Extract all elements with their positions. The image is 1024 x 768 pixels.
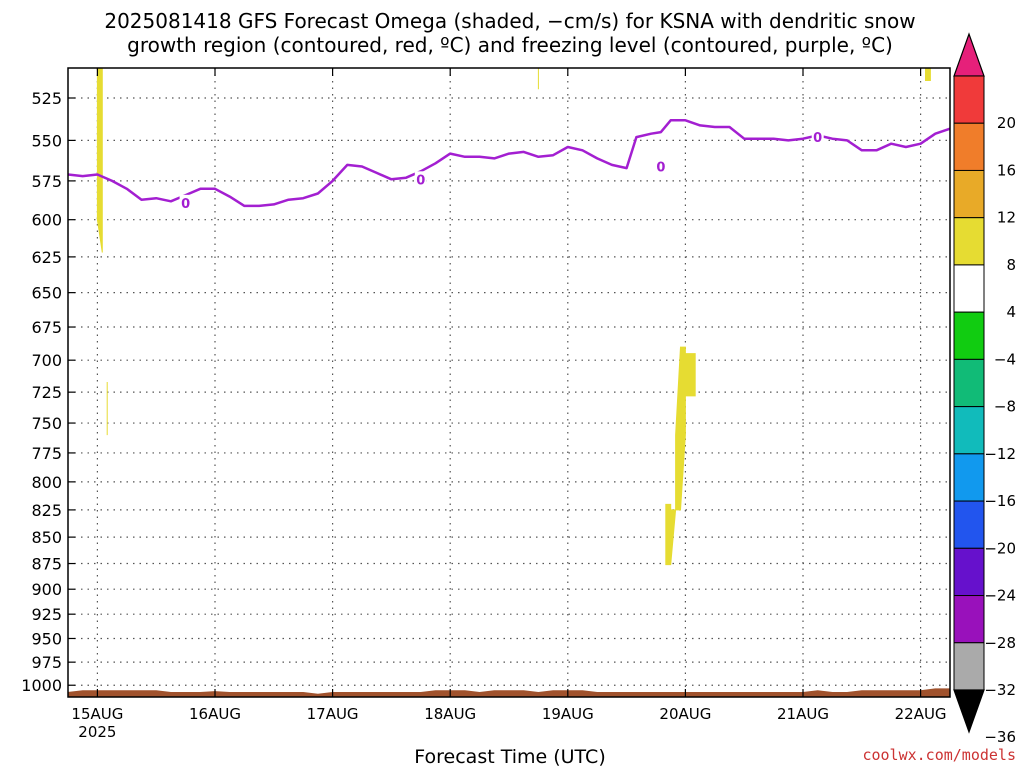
chart-title-line-1: 2025081418 GFS Forecast Omega (shaded, −… bbox=[104, 9, 915, 33]
pressure-axis: 525 550 575 600 625 650 675 700 725 750 775 800 825 8… bbox=[21, 89, 75, 695]
xtick-label-6: 21AUG bbox=[777, 705, 829, 723]
plot-background bbox=[68, 68, 950, 697]
ytick-label-p975: 975 bbox=[31, 653, 62, 672]
ytick-label-p825: 825 bbox=[31, 501, 62, 520]
colorbar-band-1 bbox=[953, 122, 985, 171]
ytick-label-p850: 850 bbox=[31, 528, 62, 547]
colorbar-band-12 bbox=[953, 642, 985, 691]
ytick-label-p900: 900 bbox=[31, 580, 62, 599]
ytick-label-p675: 675 bbox=[31, 318, 62, 337]
freezing-level-contour: 0 0 0 0 bbox=[67, 119, 951, 212]
ytick-label-p800: 800 bbox=[31, 473, 62, 492]
colorbar-over-arrow bbox=[953, 32, 985, 77]
ytick-label-p650: 650 bbox=[31, 284, 62, 303]
freezing-level-label-0: 0 bbox=[181, 197, 190, 212]
freezing-level-line bbox=[67, 119, 951, 208]
colorbar: 20 16 12 8 4 −4 −8 −12 −16 −20 −24 −28 −32 −36 bbox=[953, 32, 1016, 746]
ytick-label-p925: 925 bbox=[31, 605, 62, 624]
ytick-label-p600: 600 bbox=[31, 211, 62, 230]
colorbar-band-4 bbox=[953, 264, 985, 313]
plot-frame bbox=[67, 67, 951, 698]
xtick-label-2: 17AUG bbox=[307, 705, 359, 723]
xtick-sublabel-0: 2025 bbox=[78, 723, 116, 741]
colorbar-band-10 bbox=[953, 547, 985, 597]
ytick-label-p950: 950 bbox=[31, 629, 62, 648]
colorbar-band-3 bbox=[953, 217, 985, 266]
surface-band bbox=[67, 688, 951, 698]
ytick-label-p525: 525 bbox=[31, 89, 62, 108]
xtick-label-1: 16AUG bbox=[189, 705, 241, 723]
colorbar-label-1: 16 bbox=[997, 161, 1016, 179]
colorbar-label-7: −12 bbox=[984, 445, 1016, 463]
colorbar-band-2 bbox=[953, 169, 985, 219]
plot-border bbox=[67, 67, 951, 698]
gridlines bbox=[68, 68, 950, 697]
omega-region-0 bbox=[96, 67, 103, 253]
colorbar-label-13: −36 bbox=[984, 728, 1016, 746]
colorbar-label-10: −24 bbox=[984, 587, 1016, 605]
xtick-label-7: 22AUG bbox=[895, 705, 947, 723]
omega-region-4 bbox=[665, 346, 696, 566]
ytick-label-p575: 575 bbox=[31, 172, 62, 191]
colorbar-label-5: −4 bbox=[994, 350, 1016, 368]
ytick-label-p550: 550 bbox=[31, 131, 62, 150]
chart-title-line-2: growth region (contoured, red, ºC) and f… bbox=[127, 33, 893, 57]
colorbar-label-12: −32 bbox=[984, 681, 1016, 699]
colorbar-label-3: 8 bbox=[1006, 256, 1016, 274]
ytick-label-p750: 750 bbox=[31, 414, 62, 433]
colorbar-label-0: 20 bbox=[997, 114, 1016, 132]
xtick-label-4: 19AUG bbox=[542, 705, 594, 723]
surface-band-area bbox=[67, 688, 951, 698]
colorbar-label-4: 4 bbox=[1006, 303, 1016, 321]
colorbar-band-5 bbox=[953, 311, 985, 360]
ytick-label-p875: 875 bbox=[31, 555, 62, 574]
omega-region-3 bbox=[925, 67, 931, 81]
freezing-level-label-bg-3 bbox=[811, 129, 824, 145]
colorbar-band-6 bbox=[953, 358, 985, 408]
xtick-label-3: 18AUG bbox=[424, 705, 476, 723]
plot-area bbox=[68, 68, 950, 697]
freezing-level-label-bg-2 bbox=[654, 158, 667, 174]
ytick-label-p700: 700 bbox=[31, 351, 62, 370]
colorbar-band-11 bbox=[953, 595, 985, 644]
colorbar-label-11: −28 bbox=[984, 634, 1016, 652]
ytick-label-p725: 725 bbox=[31, 383, 62, 402]
ytick-label-p1000: 1000 bbox=[21, 676, 62, 695]
xtick-label-5: 20AUG bbox=[659, 705, 711, 723]
ytick-label-p625: 625 bbox=[31, 248, 62, 267]
colorbar-label-2: 12 bbox=[997, 209, 1016, 227]
freezing-level-label-2: 0 bbox=[656, 161, 665, 176]
colorbar-label-9: −20 bbox=[984, 539, 1016, 557]
omega-shading bbox=[96, 67, 931, 566]
freezing-level-label-1: 0 bbox=[416, 173, 425, 188]
x-axis-title: Forecast Time (UTC) bbox=[414, 746, 605, 768]
colorbar-band-7 bbox=[953, 406, 985, 455]
freezing-level-label-3: 0 bbox=[813, 131, 822, 146]
freezing-level-label-bg-0 bbox=[179, 194, 192, 210]
colorbar-band-9 bbox=[953, 500, 985, 549]
xtick-label-0: 15AUG bbox=[71, 705, 123, 723]
ytick-label-p775: 775 bbox=[31, 444, 62, 463]
colorbar-band-0 bbox=[953, 75, 985, 124]
colorbar-under-arrow bbox=[953, 689, 985, 734]
freezing-level-label-bg-1 bbox=[414, 171, 427, 187]
colorbar-band-8 bbox=[953, 453, 985, 502]
credit-text: coolwx.com/models bbox=[862, 746, 1016, 764]
colorbar-label-8: −16 bbox=[984, 492, 1016, 510]
colorbar-label-6: −8 bbox=[994, 398, 1016, 416]
